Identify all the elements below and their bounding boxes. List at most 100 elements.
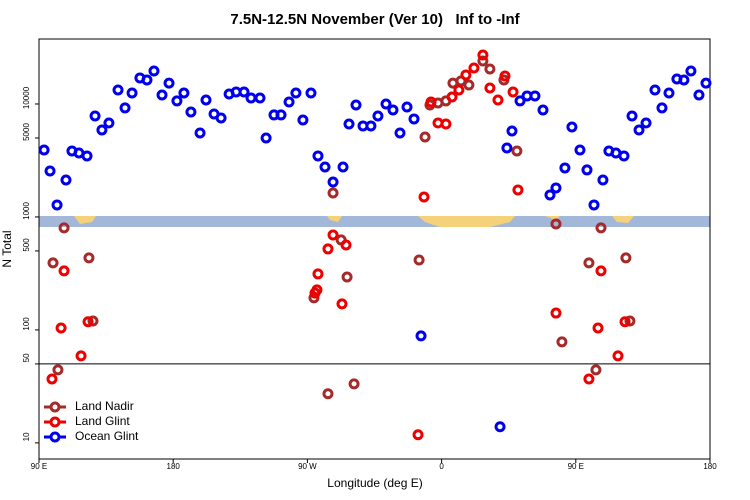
- point: [595, 222, 607, 234]
- point: [178, 87, 190, 99]
- point: [590, 364, 602, 376]
- point: [215, 112, 227, 124]
- y-tick-label: 5000: [22, 123, 31, 141]
- point: [52, 364, 64, 376]
- point: [408, 113, 420, 125]
- point: [656, 102, 668, 114]
- point: [499, 70, 511, 82]
- x-axis-label: Longitude (deg E): [327, 476, 422, 490]
- point: [275, 109, 287, 121]
- point: [58, 222, 70, 234]
- point: [550, 182, 562, 194]
- legend-label: Land Glint: [75, 414, 130, 428]
- point: [588, 199, 600, 211]
- point: [112, 84, 124, 96]
- point: [550, 307, 562, 319]
- point: [171, 95, 183, 107]
- point: [460, 69, 472, 81]
- point: [47, 257, 59, 269]
- map-band: [39, 216, 710, 227]
- point: [649, 84, 661, 96]
- point: [327, 187, 339, 199]
- point: [583, 257, 595, 269]
- point: [477, 55, 489, 67]
- plot-frame: [38, 38, 711, 460]
- point: [597, 174, 609, 186]
- point: [463, 79, 475, 91]
- point: [559, 162, 571, 174]
- legend-label: Ocean Glint: [75, 429, 139, 443]
- point: [529, 90, 541, 102]
- point: [453, 84, 465, 96]
- point: [297, 114, 309, 126]
- point: [574, 144, 586, 156]
- point: [311, 284, 323, 296]
- point: [341, 271, 353, 283]
- point: [44, 165, 56, 177]
- x-tick-label: 90 E: [568, 462, 584, 471]
- point: [566, 121, 578, 133]
- point: [46, 373, 58, 385]
- point: [126, 87, 138, 99]
- point: [156, 89, 168, 101]
- point: [103, 117, 115, 129]
- point: [327, 229, 339, 241]
- point: [350, 99, 362, 111]
- point: [141, 74, 153, 86]
- point: [60, 174, 72, 186]
- point: [401, 101, 413, 113]
- point: [511, 145, 523, 157]
- point: [415, 330, 427, 342]
- point: [685, 65, 697, 77]
- point: [633, 124, 645, 136]
- point: [322, 243, 334, 255]
- point: [238, 86, 250, 98]
- point: [419, 131, 431, 143]
- point: [119, 102, 131, 114]
- point: [581, 164, 593, 176]
- point: [412, 429, 424, 441]
- point: [425, 96, 437, 108]
- point: [319, 161, 331, 173]
- point: [380, 98, 392, 110]
- point: [194, 127, 206, 139]
- point: [372, 110, 384, 122]
- point: [544, 189, 556, 201]
- point: [245, 92, 257, 104]
- point: [550, 218, 562, 230]
- point: [618, 150, 630, 162]
- point: [148, 65, 160, 77]
- point: [305, 87, 317, 99]
- point: [592, 322, 604, 334]
- point: [413, 254, 425, 266]
- land: [327, 216, 342, 222]
- point: [640, 117, 652, 129]
- point: [81, 150, 93, 162]
- point: [55, 322, 67, 334]
- x-tick-label: 90 E: [31, 462, 47, 471]
- point: [492, 94, 504, 106]
- point: [75, 350, 87, 362]
- point: [82, 316, 94, 328]
- point: [365, 120, 377, 132]
- point: [663, 87, 675, 99]
- point: [678, 74, 690, 86]
- point: [322, 388, 334, 400]
- point: [494, 421, 506, 433]
- point: [283, 96, 295, 108]
- point: [387, 104, 399, 116]
- map-strip: [39, 216, 710, 227]
- point: [512, 184, 524, 196]
- point: [595, 265, 607, 277]
- land: [418, 216, 515, 227]
- point: [260, 132, 272, 144]
- legend-marker: [49, 416, 61, 428]
- point: [446, 91, 458, 103]
- point: [185, 106, 197, 118]
- point: [537, 104, 549, 116]
- y-tick-label: 100: [22, 317, 31, 331]
- point: [468, 62, 480, 74]
- point: [87, 315, 99, 327]
- land: [612, 216, 634, 223]
- point: [343, 118, 355, 130]
